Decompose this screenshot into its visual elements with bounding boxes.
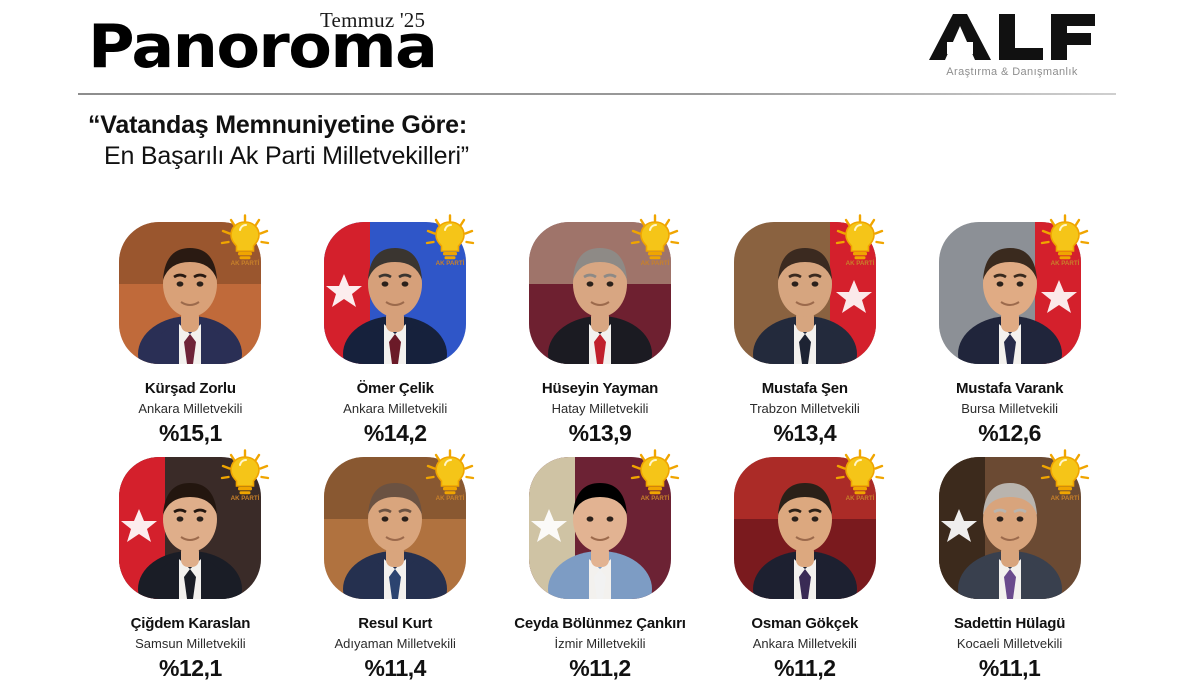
person-photo	[528, 457, 671, 599]
page-header: Temmuz '25 Panoroma Araştırma & Danışman…	[0, 0, 1200, 95]
person-card[interactable]: AK PARTİ Hüseyin Yayman Hatay Milletveki…	[498, 205, 703, 446]
person-card[interactable]: AK PARTİ Kürşad Zorlu Ankara Milletvekil…	[88, 205, 293, 446]
portrait-image	[733, 457, 876, 599]
photo-holder: AK PARTİ	[119, 214, 270, 364]
person-role: Ankara Milletvekili	[138, 401, 243, 416]
person-role: İzmir Milletvekili	[554, 636, 646, 651]
ranking-grid: AK PARTİ Kürşad Zorlu Ankara Milletvekil…	[88, 205, 1112, 681]
portrait-image	[528, 222, 671, 364]
photo-holder: AK PARTİ	[528, 449, 680, 599]
person-value: %11,1	[978, 655, 1041, 681]
person-value: %11,4	[364, 655, 426, 681]
person-value: %13,4	[773, 420, 837, 446]
photo-holder: AK PARTİ	[324, 449, 475, 599]
person-card[interactable]: AK PARTİ Sadettin Hülagü Kocaeli Milletv…	[907, 440, 1112, 681]
person-photo	[938, 222, 1081, 364]
person-photo	[119, 457, 262, 599]
person-value: %13,9	[568, 420, 632, 446]
brand-title: Panoroma	[88, 12, 438, 82]
photo-holder: AK PARTİ	[324, 214, 475, 364]
person-value: %12,1	[159, 655, 222, 681]
page-title: “Vatandaş Memnuniyetine Göre: En Başarıl…	[88, 110, 888, 172]
portrait-image	[324, 222, 467, 364]
person-role: Adıyaman Milletvekili	[334, 636, 456, 651]
photo-holder: AK PARTİ	[119, 449, 270, 599]
person-name: Ceyda Bölünmez Çankırı	[514, 615, 686, 632]
person-name: Ömer Çelik	[356, 380, 434, 397]
agency-subtitle: Araştırma & Danışmanlık	[946, 66, 1078, 78]
person-value: %15,1	[159, 420, 222, 446]
person-card[interactable]: AK PARTİ Ömer Çelik Ankara Milletvekili …	[293, 205, 498, 446]
agency-logo: Araştırma & Danışmanlık	[912, 12, 1112, 78]
portrait-image	[119, 457, 262, 599]
alf-wordmark-icon	[929, 14, 1095, 60]
person-role: Ankara Milletvekili	[343, 401, 448, 416]
person-card[interactable]: AK PARTİ Osman Gökçek Ankara Milletvekil…	[702, 440, 907, 681]
person-name: Resul Kurt	[358, 615, 433, 632]
person-photo	[938, 457, 1081, 599]
person-name: Sadettin Hülagü	[954, 615, 1066, 632]
person-card[interactable]: AK PARTİ Resul Kurt Adıyaman Milletvekil…	[293, 440, 498, 681]
person-role: Bursa Milletvekili	[961, 401, 1058, 416]
person-name: Hüseyin Yayman	[541, 380, 659, 397]
person-name: Mustafa Varank	[955, 380, 1064, 397]
person-role: Samsun Milletvekili	[135, 636, 246, 651]
portrait-image	[938, 222, 1081, 364]
person-role: Hatay Milletvekili	[551, 401, 649, 416]
portrait-image	[733, 222, 876, 364]
person-role: Ankara Milletvekili	[752, 636, 857, 651]
person-name: Mustafa Şen	[761, 380, 848, 397]
person-card[interactable]: AK PARTİ Çiğdem Karaslan Samsun Milletve…	[88, 440, 293, 681]
header-divider	[78, 93, 1116, 95]
photo-holder: AK PARTİ	[733, 449, 884, 599]
person-name: Kürşad Zorlu	[144, 380, 236, 397]
portrait-image	[938, 457, 1081, 599]
page-title-line-1: “Vatandaş Memnuniyetine Göre:	[88, 111, 468, 139]
person-photo	[528, 222, 671, 364]
portrait-image	[528, 457, 671, 599]
page-title-line-2: En Başarılı Ak Parti Milletvekilleri”	[104, 142, 469, 170]
portrait-image	[324, 457, 467, 599]
person-value: %14,2	[363, 420, 427, 446]
portrait-image	[119, 222, 262, 364]
person-role: Kocaeli Milletvekili	[956, 636, 1063, 651]
person-value: %11,2	[774, 655, 836, 681]
person-name: Çiğdem Karaslan	[130, 615, 251, 632]
person-photo	[324, 222, 467, 364]
photo-holder: AK PARTİ	[528, 214, 680, 364]
person-card[interactable]: AK PARTİ Mustafa Varank Bursa Milletveki…	[907, 205, 1112, 446]
person-photo	[733, 457, 876, 599]
person-value: %11,2	[569, 655, 631, 681]
person-card[interactable]: AK PARTİ Ceyda Bölünmez Çankırı İzmir Mi…	[498, 440, 703, 681]
person-card[interactable]: AK PARTİ Mustafa Şen Trabzon Milletvekil…	[702, 205, 907, 446]
person-photo	[733, 222, 876, 364]
issue-date: Temmuz '25	[320, 8, 426, 32]
person-role: Trabzon Milletvekili	[749, 401, 860, 416]
person-name: Osman Gökçek	[751, 615, 859, 632]
photo-holder: AK PARTİ	[938, 449, 1089, 599]
photo-holder: AK PARTİ	[733, 214, 884, 364]
photo-holder: AK PARTİ	[938, 214, 1089, 364]
person-photo	[324, 457, 467, 599]
person-value: %12,6	[978, 420, 1041, 446]
person-photo	[119, 222, 262, 364]
